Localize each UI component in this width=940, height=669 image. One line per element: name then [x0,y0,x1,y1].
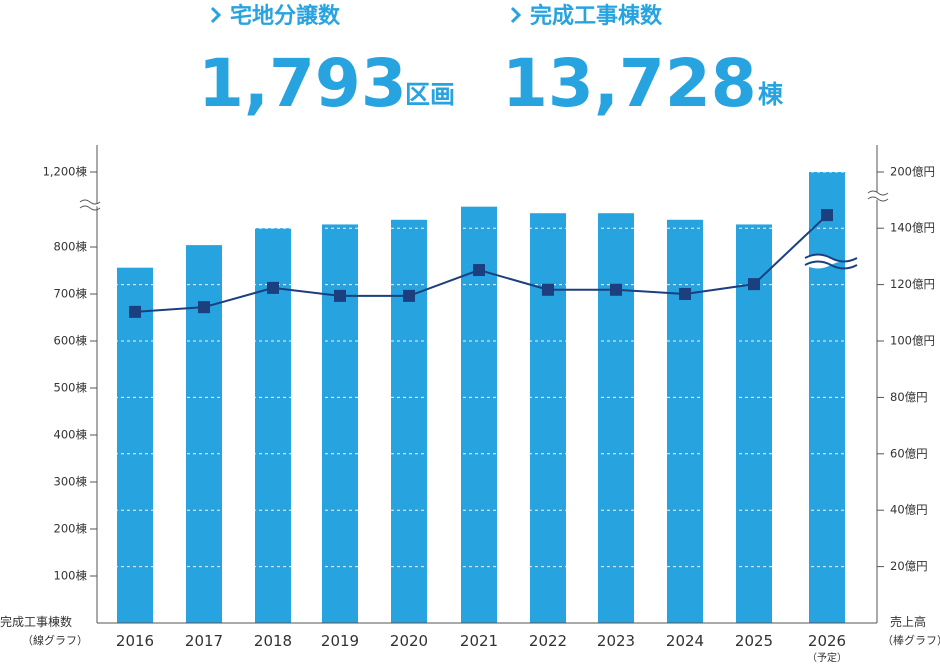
bar [530,213,566,624]
y2-tick-label: 120億円 [890,277,935,291]
gap [703,140,736,623]
x-tick-label: 2025 [735,632,773,650]
y2-tick-label: 80億円 [890,390,928,404]
overlay [129,209,858,318]
gap [291,140,322,623]
y-tick-label: 300棟 [54,475,88,489]
bar [809,172,845,623]
bar [736,224,772,623]
y-tick-label: 100棟 [54,569,88,583]
highlight-value: 1,793 [198,45,407,122]
marker [129,305,141,318]
marker [473,264,485,277]
bar [461,206,497,623]
marker [821,209,833,222]
x-tick-label: 2024 [666,632,704,650]
y2-tick-label: 200億円 [890,165,935,179]
chevron [210,6,222,24]
y-tick-label: 200棟 [54,522,88,536]
y-tick-label: 400棟 [54,428,88,442]
y-axis-title: 完成工事棟数 [0,614,72,629]
marker [542,283,554,296]
y-tick-label: 600棟 [54,334,88,348]
y2-tick-label: 40億円 [890,503,928,517]
x-tick-label: 2021 [460,632,498,650]
marker [267,281,279,294]
bar [598,213,634,624]
y-tick-label: 500棟 [54,381,88,395]
marker [403,289,415,302]
line-break [804,253,858,270]
bar [667,219,703,623]
bar [117,267,153,623]
category-note: （予定） [807,651,847,664]
highlight-unit: 棟 [758,80,784,109]
y-tick-label: 1,200棟 [43,165,88,179]
x-tick-label: 2023 [597,632,635,650]
y2-tick-label: 100億円 [890,334,935,348]
gap [566,140,598,623]
chevron [510,6,522,24]
x-tick-label: 2020 [390,632,428,650]
gap [358,140,391,623]
y-tick-label: 800棟 [54,240,88,254]
y2-tick-label: 60億円 [890,446,928,460]
x-tick-label: 2016 [116,632,154,650]
x-tick-label: 2026 [808,632,846,650]
y-tick-label: 700棟 [54,287,88,301]
gap [845,140,877,623]
marker [610,283,622,296]
marker [679,288,691,300]
x-tick-label: 2019 [321,632,359,650]
gap [427,140,461,623]
x-tick-label: 2017 [185,632,223,650]
bar [391,219,427,623]
bar [255,228,291,623]
gap [772,140,809,623]
marker [748,278,760,291]
highlight-label: 宅地分譲数 [230,3,341,29]
gap [97,140,117,623]
y2-tick-label: 20億円 [890,559,928,573]
gap [222,140,255,623]
y-axis-title: （線グラフ） [22,633,88,647]
highlight-label: 完成工事棟数 [530,3,663,29]
marker [334,289,346,302]
gap [153,140,186,623]
y2-tick-label: 140億円 [890,221,935,235]
axis-break [79,190,889,211]
gap [497,140,530,623]
plot [97,140,877,624]
y2-axis-title: 売上高 [890,614,926,629]
gap [634,140,667,623]
x-tick-label: 2018 [254,632,292,650]
highlight-unit: 区画 [405,80,455,109]
line-break [805,254,857,269]
x-tick-label: 2022 [529,632,567,650]
marker [198,301,210,314]
y2-axis-title: （棒グラフ） [882,633,940,647]
highlight-value: 13,728 [502,45,757,122]
